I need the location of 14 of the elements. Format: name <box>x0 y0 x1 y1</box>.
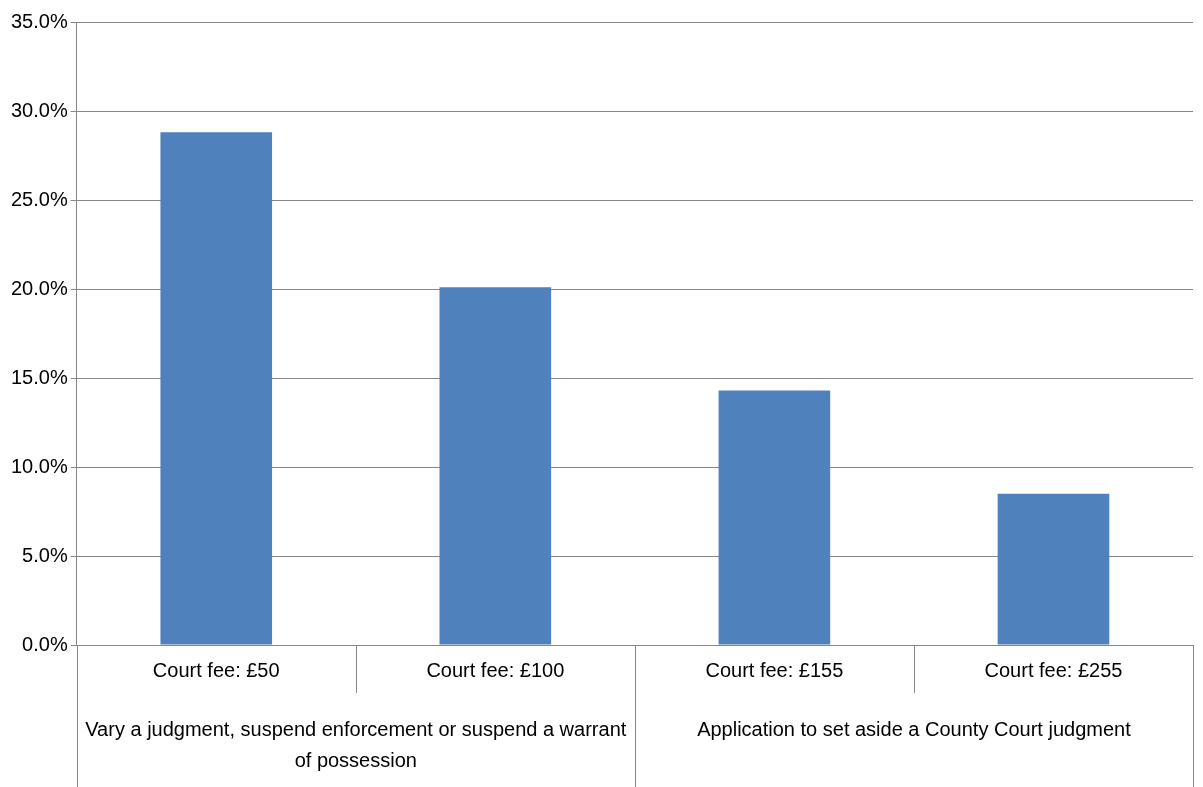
text: Vary a judgment, suspend enforcement or suspend a warrant of possession <box>85 717 627 771</box>
y-tick-label: 10.0% <box>10 454 68 477</box>
y-tick-label: 5.0% <box>22 543 68 566</box>
x-tick-label: Court fee: £50 <box>152 658 280 681</box>
x-tick-label: Court fee: £155 <box>705 658 844 681</box>
y-tick-label: 35.0% <box>10 9 68 32</box>
y-tick-label: 30.0% <box>10 98 68 121</box>
text: Application to set aside a County Court judgment <box>697 717 1132 740</box>
y-tick-label: 15.0% <box>10 365 68 388</box>
x-tick-label: Court fee: £100 <box>426 658 565 681</box>
y-tick-label: 0.0% <box>22 632 68 655</box>
x-tick-label: Court fee: £255 <box>984 658 1123 681</box>
y-tick-label: 25.0% <box>10 187 68 210</box>
y-tick-label: 20.0% <box>10 276 68 299</box>
